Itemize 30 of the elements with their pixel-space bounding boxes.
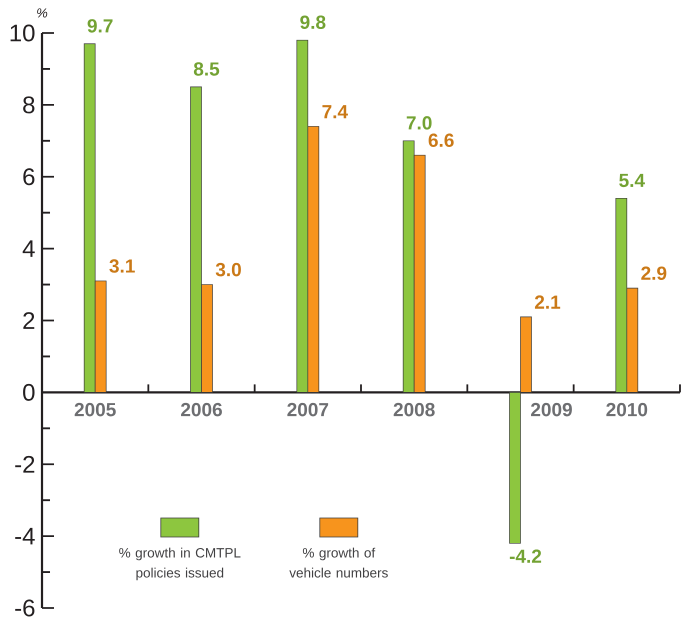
data-label: -4.2 [510,549,542,563]
x-tick-label: 2009 [531,402,572,416]
x-tick-label: 2010 [606,402,648,416]
x-tick-label: 2006 [181,402,222,416]
y-tick-label: 10 [10,24,35,42]
data-label: 8.5 [194,62,220,76]
data-label: 2.9 [641,266,666,280]
y-tick-label: 4 [22,240,35,257]
data-label: 6.6 [428,134,454,147]
y-tick-label: 2 [23,312,34,329]
y-tick-label: 0 [23,384,35,401]
x-tick-label: 2005 [74,402,116,416]
y-tick-label: 6 [23,168,34,186]
data-label: 9.7 [88,19,113,33]
data-label: 2.1 [534,295,560,309]
data-label: 7.4 [322,105,348,118]
x-tick-label: 2008 [394,402,435,416]
y-tick-label: -6 [15,599,34,616]
data-label: 3.0 [216,262,241,276]
y-tick-label: 8 [23,96,34,114]
data-label: 3.1 [109,259,135,273]
y-tick-label: -4 [15,528,35,544]
data-label: 9.8 [300,16,326,29]
x-tick-label: 2007 [287,402,328,416]
data-label: 5.4 [619,174,645,188]
y-tick-label: -2 [15,456,34,473]
y-axis-title: % [37,8,48,18]
data-label: 7.0 [406,116,432,130]
legend-label: % growth in CMTPL policies issued [119,548,240,580]
legend-label: % growth of vehicle numbers [289,548,388,578]
